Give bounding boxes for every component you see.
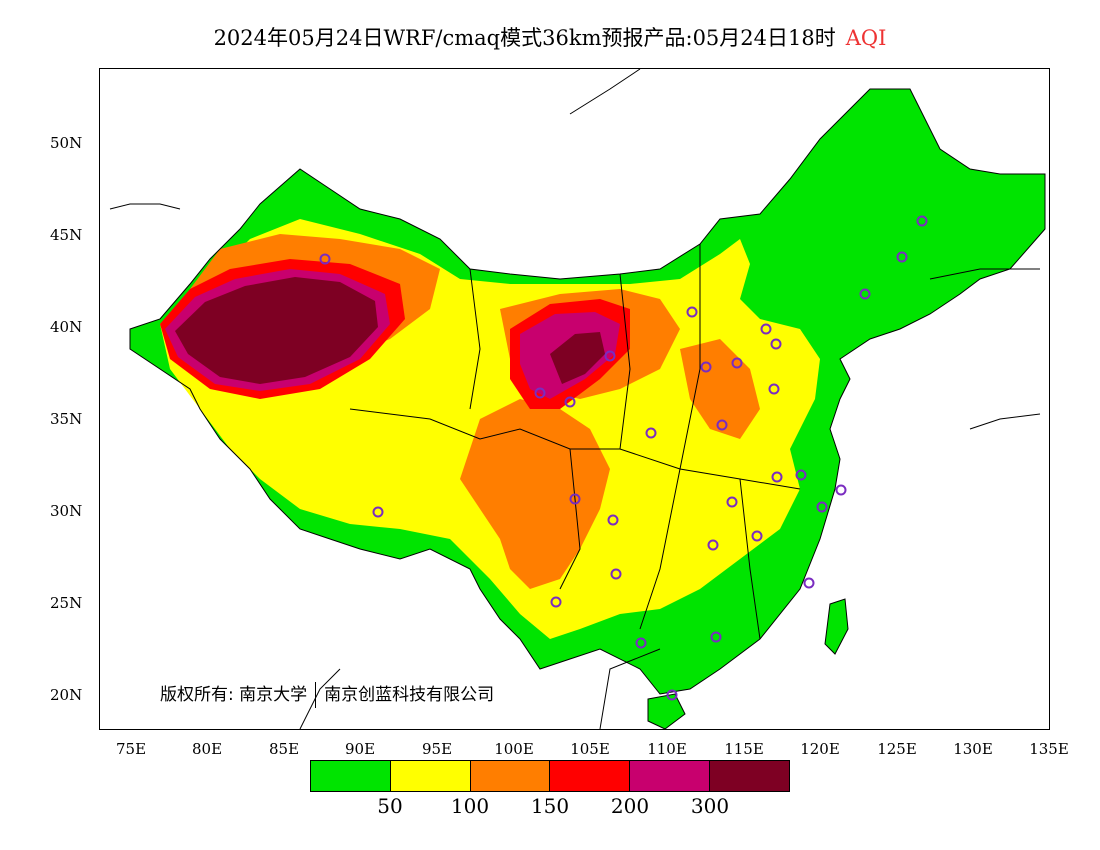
y-tick-40n: 40N (50, 318, 83, 336)
hainan (647, 693, 686, 729)
x-tick-90e: 90E (344, 740, 376, 758)
region-usg-south (460, 399, 610, 589)
x-tick-105e: 105E (570, 740, 610, 758)
title-main: 2024年05月24日WRF/cmaq模式36km预报产品:05月24日18时 (213, 26, 836, 50)
x-tick-100e: 100E (494, 740, 534, 758)
y-tick-25n: 25N (50, 594, 83, 612)
region-hazardous-north (550, 332, 605, 384)
y-tick-20n: 20N (50, 686, 83, 704)
y-tick-45n: 45N (50, 226, 83, 244)
copyright: 版权所有: 南京大学 南京创蓝科技有限公司 (160, 680, 494, 708)
aqi-map (109, 69, 1046, 729)
station-markers (319, 215, 928, 701)
y-tick-35n: 35N (50, 410, 83, 428)
x-tick-125e: 125E (877, 740, 917, 758)
legend-box-1 (390, 761, 471, 791)
x-tick-85e: 85E (268, 740, 300, 758)
x-tick-115e: 115E (724, 740, 764, 758)
legend-box-2 (470, 761, 551, 791)
legend-box-0 (311, 761, 391, 791)
legend-label-300: 300 (690, 794, 730, 818)
legend-label-100: 100 (450, 794, 490, 818)
legend-label-50: 50 (377, 794, 403, 818)
title-variable: AQI (845, 26, 887, 50)
x-tick-130e: 130E (953, 740, 993, 758)
color-legend (310, 760, 790, 792)
taiwan (824, 598, 849, 655)
map-frame (99, 68, 1050, 730)
map-title: 2024年05月24日WRF/cmaq模式36km预报产品:05月24日18时 A… (0, 22, 1100, 52)
copyright-separator (315, 682, 317, 708)
y-tick-30n: 30N (50, 502, 83, 520)
x-tick-95e: 95E (421, 740, 453, 758)
coastlines (109, 69, 1041, 729)
legend-box-3 (550, 761, 631, 791)
legend-box-5 (710, 761, 789, 791)
x-tick-110e: 110E (647, 740, 687, 758)
copyright-owner1: 版权所有: 南京大学 (160, 685, 308, 705)
copyright-owner2: 南京创蓝科技有限公司 (324, 685, 495, 705)
boundaries (129, 88, 1046, 695)
x-tick-75e: 75E (115, 740, 147, 758)
x-tick-120e: 120E (800, 740, 840, 758)
x-tick-80e: 80E (191, 740, 223, 758)
x-tick-135e: 135E (1029, 740, 1069, 758)
y-tick-50n: 50N (50, 134, 83, 152)
legend-label-150: 150 (530, 794, 570, 818)
region-hazardous-west (175, 277, 378, 384)
legend-box-4 (630, 761, 711, 791)
legend-label-200: 200 (610, 794, 650, 818)
